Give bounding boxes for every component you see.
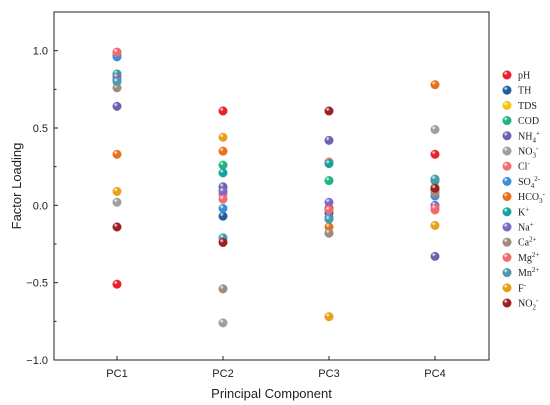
data-point	[112, 279, 122, 289]
legend-label: Mn2+	[518, 266, 539, 279]
data-point	[324, 205, 334, 215]
data-point	[218, 318, 228, 328]
y-tick-label: 0.5	[33, 123, 48, 135]
data-point	[430, 149, 440, 159]
data-point	[218, 168, 228, 178]
legend-label: HCO3-	[518, 190, 546, 205]
y-axis-ticks: −1.0 −0.5 0.0 0.5 1.0	[26, 46, 58, 367]
data-point	[430, 220, 440, 230]
legend-label: pH	[518, 71, 530, 82]
legend-marker	[502, 85, 512, 95]
data-point	[324, 197, 334, 207]
data-point	[218, 194, 228, 204]
data-point	[218, 132, 228, 142]
data-point	[430, 174, 440, 184]
plot-frame	[53, 11, 490, 361]
legend-label: K+	[518, 205, 529, 218]
legend-label: NO3-	[518, 145, 539, 160]
legend-label: F-	[518, 281, 527, 294]
legend-label: TH	[518, 86, 531, 97]
legend-label: NH4+	[518, 129, 540, 144]
y-tick-label: 1.0	[33, 46, 48, 58]
legend-marker	[502, 161, 512, 171]
x-tick-label: PC4	[424, 368, 445, 380]
y-tick-label: −1.0	[26, 355, 48, 367]
data-point	[218, 203, 228, 213]
data-point	[324, 176, 334, 186]
y-axis-title: Factor Loading	[9, 143, 24, 230]
y-tick-label: 0.0	[33, 200, 48, 212]
data-point	[430, 251, 440, 261]
data-point	[112, 149, 122, 159]
legend-label: TDS	[518, 101, 537, 112]
legend-label: Ca2+	[518, 236, 537, 249]
data-point	[324, 135, 334, 145]
legend-marker	[502, 283, 512, 293]
legend-marker	[502, 298, 512, 308]
data-point	[112, 222, 122, 232]
legend-marker	[502, 237, 512, 247]
data-point	[112, 101, 122, 111]
legend-marker	[502, 146, 512, 156]
legend-marker	[502, 100, 512, 110]
data-points	[112, 47, 440, 328]
data-point	[218, 106, 228, 116]
legend-label: Na+	[518, 221, 534, 234]
data-point	[430, 80, 440, 90]
legend-marker	[502, 116, 512, 126]
data-point	[324, 106, 334, 116]
legend-marker	[502, 70, 512, 80]
data-point	[430, 125, 440, 135]
data-point	[112, 77, 122, 87]
x-tick-label: PC1	[106, 368, 127, 380]
legend-label: Mg2+	[518, 251, 539, 264]
data-point	[324, 214, 334, 224]
legend: pH TH TDS COD NH4+NO3-Cl- SO42-HCO3-K+ Na+ Ca2+…	[502, 70, 546, 312]
data-point	[218, 237, 228, 247]
x-tick-label: PC3	[318, 368, 339, 380]
y-tick-label: −0.5	[26, 278, 48, 290]
legend-marker	[502, 192, 512, 202]
data-point	[430, 183, 440, 193]
data-point	[112, 186, 122, 196]
legend-label: SO42-	[518, 175, 541, 190]
data-point	[218, 284, 228, 294]
data-point	[324, 312, 334, 322]
legend-marker	[502, 252, 512, 262]
data-point	[112, 197, 122, 207]
data-point	[324, 159, 334, 169]
legend-marker	[502, 268, 512, 278]
data-point	[430, 203, 440, 213]
legend-label: COD	[518, 116, 539, 127]
data-point	[218, 211, 228, 221]
data-point	[218, 146, 228, 156]
x-tick-label: PC2	[212, 368, 233, 380]
legend-marker	[502, 207, 512, 217]
data-point	[218, 160, 228, 170]
data-point	[324, 228, 334, 238]
legend-marker	[502, 131, 512, 141]
data-point	[112, 47, 122, 57]
legend-label: NO2-	[518, 297, 539, 312]
legend-label: Cl-	[518, 160, 530, 173]
x-axis-ticks: PC1 PC2 PC3 PC4	[106, 356, 446, 380]
legend-marker	[502, 222, 512, 232]
legend-marker	[502, 176, 512, 186]
x-axis-title: Principal Component	[211, 386, 332, 401]
data-point	[218, 186, 228, 196]
